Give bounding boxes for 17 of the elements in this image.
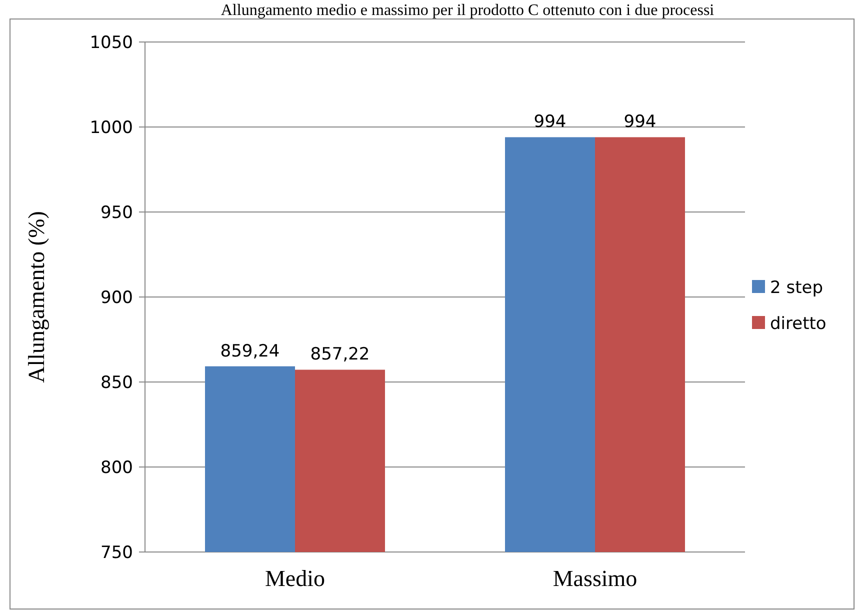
y-tick-label: 750: [100, 542, 133, 563]
x-tick-label: Medio: [264, 566, 326, 591]
data-label: 859,24: [220, 341, 280, 362]
y-tick-label: 900: [100, 288, 133, 308]
legend-label: diretto: [770, 314, 826, 334]
data-label: 994: [624, 112, 656, 132]
y-tick-label: 850: [100, 372, 133, 393]
y-tick-label: 1050: [90, 32, 133, 53]
y-tick-label: 1000: [90, 118, 133, 138]
y-axis-title: Allungamento (%): [24, 211, 49, 383]
data-label: 994: [534, 112, 566, 132]
chart-title: Allungamento medio e massimo per il prodotto C ottenuto con i due processi: [220, 2, 715, 19]
x-tick-label: Massimo: [552, 566, 638, 591]
legend-label: 2 step: [770, 278, 823, 298]
y-tick-label: 950: [100, 202, 133, 223]
data-label: 857,22: [310, 344, 370, 365]
y-tick-label: 800: [100, 458, 133, 478]
